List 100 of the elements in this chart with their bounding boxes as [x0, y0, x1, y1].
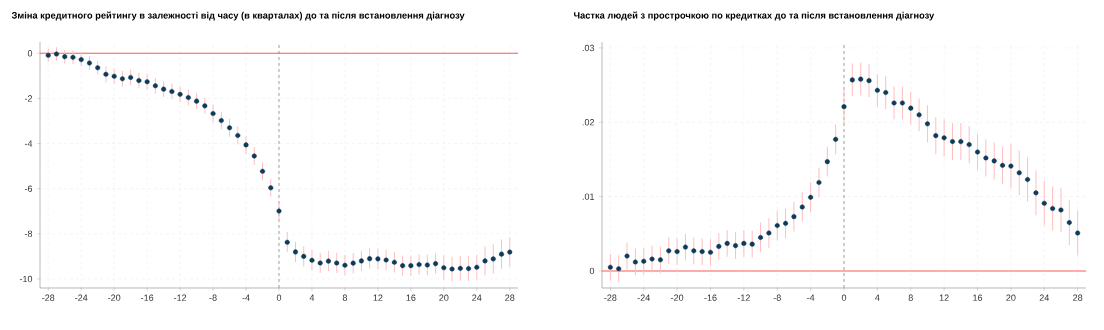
x-tick-label: 20: [1006, 294, 1016, 301]
x-tick-label: -8: [209, 294, 217, 301]
point: [699, 249, 705, 255]
point: [202, 103, 208, 109]
point: [899, 100, 905, 106]
y-tick-label: 0: [589, 267, 595, 275]
point: [243, 142, 249, 148]
x-tick-label: -12: [174, 294, 187, 301]
point: [194, 98, 200, 104]
x-tick-label: -20: [671, 294, 684, 301]
point: [416, 262, 422, 268]
point: [649, 256, 655, 262]
point: [103, 71, 109, 77]
point: [474, 264, 480, 270]
point: [941, 135, 947, 141]
x-tick-label: -20: [108, 294, 121, 301]
point: [325, 258, 331, 264]
point: [1025, 176, 1031, 182]
point: [218, 118, 224, 124]
point: [334, 260, 340, 266]
point: [449, 266, 455, 272]
point: [824, 159, 830, 165]
point: [499, 251, 505, 257]
point: [1000, 162, 1006, 168]
point: [674, 249, 680, 255]
point: [276, 208, 282, 214]
point: [924, 121, 930, 127]
point: [949, 139, 955, 145]
point: [691, 248, 697, 254]
point: [62, 54, 68, 60]
point: [1050, 205, 1056, 211]
point: [933, 133, 939, 139]
x-tick-label: -8: [773, 294, 781, 301]
point: [284, 239, 290, 245]
point: [482, 258, 488, 264]
point: [53, 51, 59, 57]
point: [883, 90, 889, 96]
point: [707, 249, 713, 255]
point: [342, 262, 348, 268]
y-tick-label: .02: [582, 119, 595, 126]
point: [128, 74, 134, 80]
point: [260, 168, 266, 174]
point: [309, 257, 315, 263]
point: [616, 266, 622, 272]
point: [774, 223, 780, 229]
point: [749, 241, 755, 247]
x-tick-label: 8: [342, 294, 348, 301]
point: [1008, 163, 1014, 169]
point: [111, 73, 117, 79]
x-tick-label: -4: [807, 294, 815, 301]
point: [441, 265, 447, 271]
x-tick-label: -28: [42, 294, 55, 301]
point: [833, 136, 839, 142]
point: [169, 88, 175, 94]
point: [1041, 200, 1047, 206]
point: [991, 158, 997, 164]
y-tick-label: -6: [24, 185, 33, 192]
point: [975, 149, 981, 155]
point: [317, 260, 323, 266]
point: [758, 234, 764, 240]
x-tick-label: -12: [737, 294, 750, 301]
point: [958, 139, 964, 145]
point: [466, 266, 472, 272]
point: [301, 253, 307, 259]
point: [791, 214, 797, 220]
point: [433, 261, 439, 267]
y-tick-label: -10: [19, 275, 33, 283]
point: [808, 194, 814, 200]
point: [741, 240, 747, 246]
x-tick-label: 12: [373, 294, 383, 301]
point: [383, 257, 389, 263]
point: [251, 153, 257, 159]
point: [457, 265, 463, 271]
point: [95, 65, 101, 71]
point: [136, 78, 142, 84]
x-tick-label: -16: [704, 294, 717, 301]
x-tick-label: 4: [875, 294, 880, 301]
point: [657, 257, 663, 263]
point: [70, 54, 76, 60]
point: [866, 78, 872, 84]
point: [849, 77, 855, 83]
point: [891, 100, 897, 106]
point: [716, 243, 722, 249]
point: [841, 104, 847, 110]
point: [724, 240, 730, 246]
point: [391, 259, 397, 265]
y-tick-label: .03: [582, 44, 595, 52]
point: [916, 112, 922, 118]
point: [733, 243, 739, 249]
x-tick-label: 24: [472, 294, 482, 301]
x-tick-label: 4: [309, 294, 315, 301]
y-tick-label: 0: [27, 50, 33, 57]
x-tick-label: 28: [1073, 294, 1083, 301]
point: [210, 111, 216, 117]
x-tick-label: 16: [973, 294, 983, 301]
point: [632, 259, 638, 265]
point: [641, 258, 647, 264]
y-tick-label: .01: [582, 193, 595, 200]
point: [1075, 230, 1081, 236]
x-tick-label: -24: [75, 294, 88, 301]
